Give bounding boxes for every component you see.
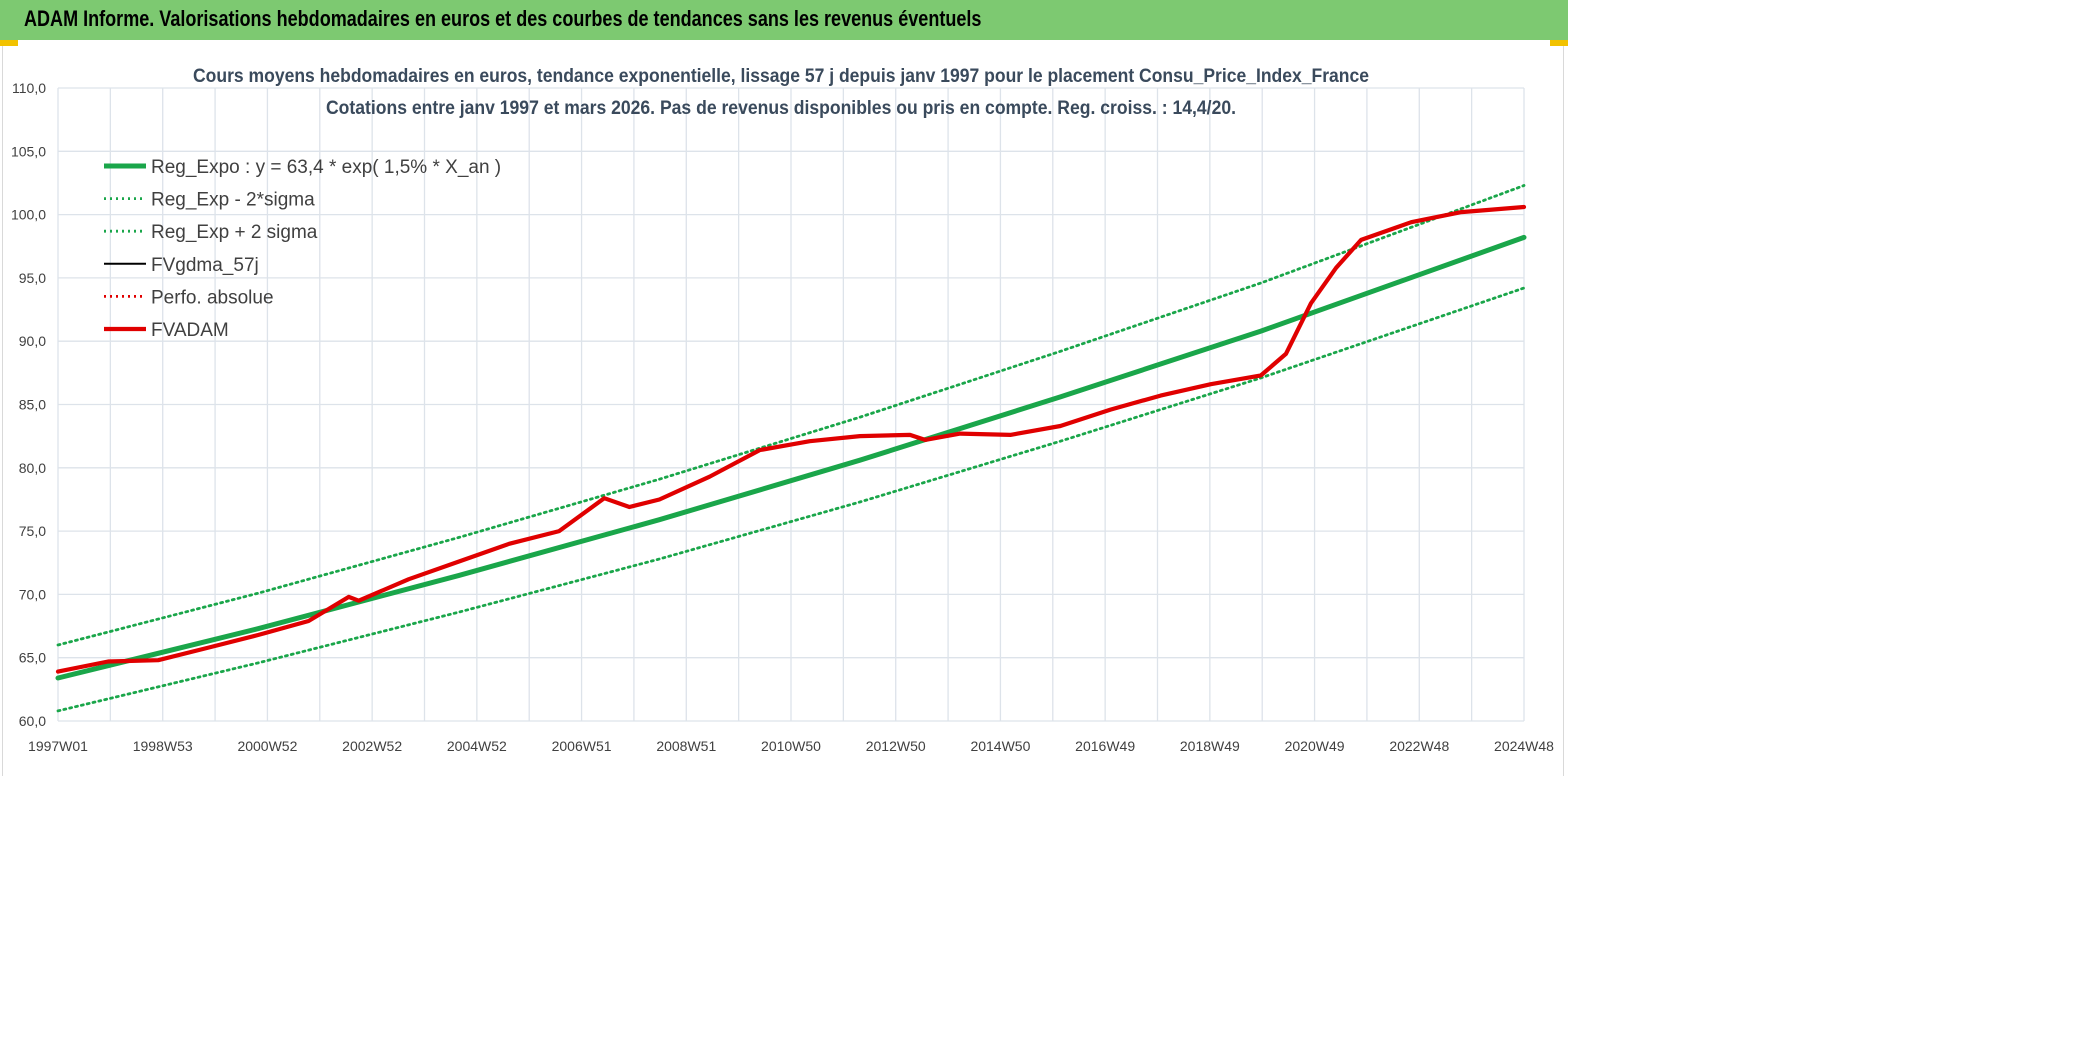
x-tick-label: 2024W48	[1494, 738, 1554, 754]
y-tick-label: 80,0	[19, 460, 46, 476]
x-tick-label: 2000W52	[237, 738, 297, 754]
series-line-1	[56, 286, 1526, 713]
x-tick-label: 2022W48	[1389, 738, 1449, 754]
grid-layer	[57, 87, 1525, 722]
y-tick-label: 90,0	[19, 333, 46, 349]
left-corner-marker	[0, 40, 18, 46]
legend-label: Reg_Exp + 2 sigma	[151, 222, 318, 243]
y-tick-label: 65,0	[19, 650, 46, 666]
y-tick-label: 85,0	[19, 397, 46, 413]
x-tick-label: 2018W49	[1180, 738, 1240, 754]
frame-right	[1563, 46, 1564, 776]
frame-left	[2, 46, 3, 776]
chart-title: Cours moyens hebdomadaires en euros, ten…	[193, 66, 1369, 87]
chart-subtitle: Cotations entre janv 1997 et mars 2026. …	[326, 98, 1236, 119]
legend-label: FVADAM	[151, 320, 229, 341]
x-tick-label: 1997W01	[28, 738, 88, 754]
y-tick-label: 100,0	[11, 207, 46, 223]
right-corner-marker	[1550, 40, 1568, 46]
y-tick-label: 60,0	[19, 713, 46, 729]
legend-label: Perfo. absolue	[151, 287, 274, 308]
y-tick-label: 75,0	[19, 523, 46, 539]
x-axis-ticks: 1997W01 1998W53 2000W52 2002W52 2004W52 2006W…	[28, 738, 1554, 754]
series-line-5	[55, 204, 1527, 674]
legend-label: Reg_Expo : y = 63,4 * exp( 1,5% * X_an )	[151, 157, 501, 178]
series-layer	[55, 184, 1527, 713]
y-tick-label: 110,0	[12, 80, 46, 96]
header-banner: ADAM Informe. Valorisations hebdomadaire…	[0, 0, 1568, 40]
x-tick-label: 2014W50	[970, 738, 1030, 754]
y-axis-ticks: 60,0 65,0 70,0 75,0 80,0 85,0 90,0 95,0 100,0 105…	[11, 80, 46, 729]
y-tick-label: 70,0	[19, 586, 46, 602]
series-line-0	[55, 234, 1527, 681]
x-tick-label: 2020W49	[1285, 738, 1345, 754]
legend-label: FVgdma_57j	[151, 255, 259, 276]
y-tick-label: 105,0	[11, 143, 46, 159]
x-tick-label: 2016W49	[1075, 738, 1135, 754]
line-chart: Cours moyens hebdomadaires en euros, ten…	[11, 66, 1554, 754]
x-tick-label: 2004W52	[447, 738, 507, 754]
legend: Reg_Expo : y = 63,4 * exp( 1,5% * X_an )…	[104, 157, 501, 341]
x-tick-label: 2012W50	[866, 738, 926, 754]
x-tick-label: 2006W51	[552, 738, 612, 754]
legend-label: Reg_Exp - 2*sigma	[151, 190, 315, 211]
page-title: ADAM Informe. Valorisations hebdomadaire…	[24, 6, 982, 31]
x-tick-label: 2002W52	[342, 738, 402, 754]
x-tick-label: 2008W51	[656, 738, 716, 754]
x-tick-label: 1998W53	[133, 738, 193, 754]
x-tick-label: 2010W50	[761, 738, 821, 754]
y-tick-label: 95,0	[19, 270, 46, 286]
